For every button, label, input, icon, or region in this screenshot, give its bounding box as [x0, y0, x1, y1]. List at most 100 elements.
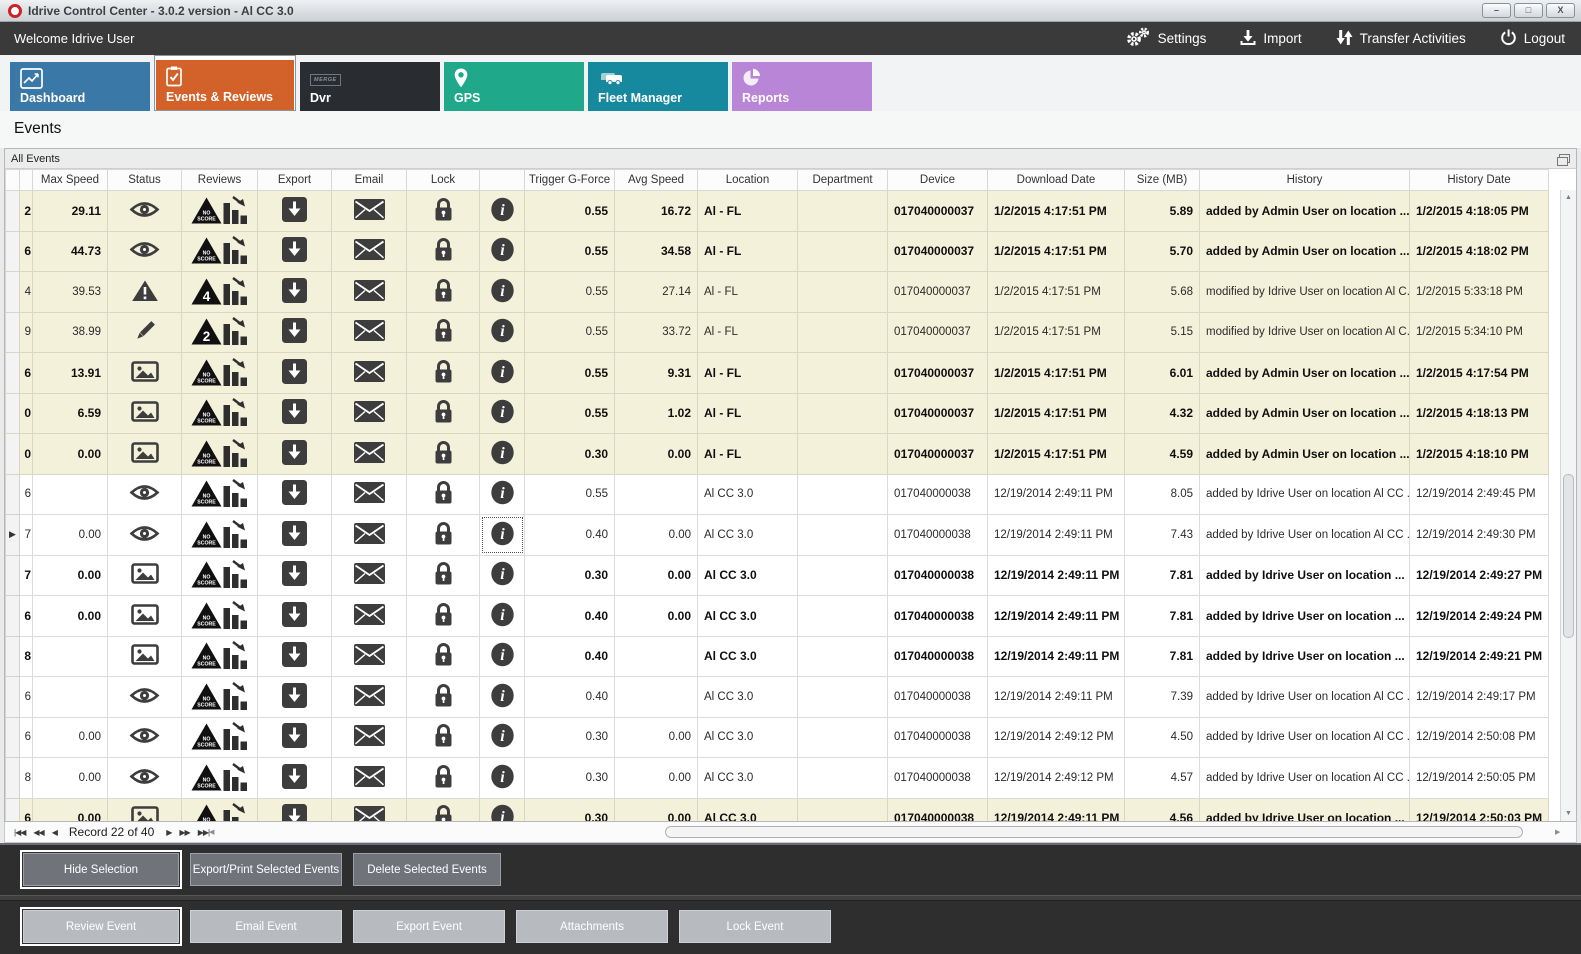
- export-event-cell[interactable]: [257, 797, 332, 821]
- col-email[interactable]: Email: [331, 169, 407, 191]
- lock-event-cell[interactable]: [406, 554, 480, 596]
- col-department[interactable]: Department: [797, 169, 888, 191]
- lock-event-cell[interactable]: [406, 311, 480, 353]
- info-cell[interactable]: i: [479, 352, 525, 394]
- event-row[interactable]: ▶ 7 0.00 NO SCORE i 0.40 0.00 Al CC 3.0 017040000…: [5, 514, 1549, 556]
- lock-event-cell[interactable]: [406, 271, 480, 313]
- col-history[interactable]: History: [1199, 169, 1410, 191]
- attachments-button[interactable]: Attachments: [516, 910, 668, 943]
- vertical-scroll-thumb[interactable]: [1563, 473, 1574, 638]
- lock-event-cell[interactable]: [406, 757, 480, 799]
- event-row[interactable]: 9 38.99 2 i 0.55 33.72 Al - FL 017040000037 1/2/…: [5, 311, 1549, 353]
- review-score-cell[interactable]: 4: [181, 271, 258, 313]
- col-size-mb[interactable]: Size (MB): [1124, 169, 1200, 191]
- lock-event-cell[interactable]: [406, 595, 480, 637]
- export-event-cell[interactable]: [257, 757, 332, 799]
- email-event-cell[interactable]: [331, 716, 407, 758]
- event-row[interactable]: 6 NO SCORE i 0.40 Al CC 3.0 017040000038 12/19/…: [5, 676, 1549, 718]
- export-event-cell[interactable]: [257, 311, 332, 353]
- close-button[interactable]: X: [1546, 3, 1575, 18]
- event-row[interactable]: 8 NO SCORE i 0.40 Al CC 3.0 017040000038 12/19/…: [5, 635, 1549, 677]
- export-event-cell[interactable]: [257, 271, 332, 313]
- email-event-cell[interactable]: [331, 554, 407, 596]
- event-row[interactable]: 6 44.73 NO SCORE i 0.55 34.58 Al - FL 0170400000…: [5, 230, 1549, 272]
- event-row[interactable]: 4 39.53 4 i 0.55 27.14 Al - FL 017040000037 1/2/…: [5, 271, 1549, 313]
- scroll-left-icon[interactable]: ◀: [209, 829, 215, 836]
- scroll-up-icon[interactable]: ▲: [1565, 194, 1572, 201]
- last-record-button[interactable]: ▶▶|: [197, 827, 210, 837]
- export-event-cell[interactable]: [257, 230, 332, 272]
- import-button[interactable]: Import: [1240, 29, 1302, 49]
- email-event-cell[interactable]: [331, 595, 407, 637]
- col-trigger-g-force[interactable]: Trigger G-Force: [524, 169, 615, 191]
- col-location[interactable]: Location: [697, 169, 798, 191]
- col-device[interactable]: Device: [887, 169, 988, 191]
- info-cell[interactable]: i: [479, 311, 525, 353]
- info-cell[interactable]: i: [479, 797, 525, 821]
- export-event-cell[interactable]: [257, 514, 332, 556]
- export-event-cell[interactable]: [257, 473, 332, 515]
- info-cell[interactable]: i: [479, 554, 525, 596]
- col-history-date[interactable]: History Date: [1409, 169, 1549, 191]
- export-event-cell[interactable]: [257, 595, 332, 637]
- email-event-button[interactable]: Email Event: [190, 910, 342, 943]
- info-cell[interactable]: i: [479, 473, 525, 515]
- export-event-cell[interactable]: [257, 392, 332, 434]
- export-event-cell[interactable]: [257, 190, 332, 232]
- logout-button[interactable]: Logout: [1500, 29, 1565, 49]
- export-event-cell[interactable]: [257, 352, 332, 394]
- col-status[interactable]: Status: [107, 169, 182, 191]
- prev-page-button[interactable]: ◀◀: [33, 827, 44, 837]
- export-print-selected-events-button[interactable]: Export/Print Selected Events: [190, 853, 342, 886]
- lock-event-cell[interactable]: [406, 352, 480, 394]
- col-info[interactable]: [479, 169, 525, 191]
- info-cell[interactable]: i: [479, 757, 525, 799]
- email-event-cell[interactable]: [331, 392, 407, 434]
- horizontal-scroll-thumb[interactable]: [665, 826, 1523, 838]
- info-cell[interactable]: i: [479, 433, 525, 475]
- info-cell[interactable]: i: [479, 635, 525, 677]
- tab-events-reviews[interactable]: Events & Reviews: [156, 60, 294, 110]
- review-score-cell[interactable]: 2: [181, 311, 258, 353]
- event-row[interactable]: 6 0.00 NO SCORE i 0.40 0.00 Al CC 3.0 0170400000…: [5, 595, 1549, 637]
- email-event-cell[interactable]: [331, 311, 407, 353]
- export-event-cell[interactable]: [257, 676, 332, 718]
- lock-event-cell[interactable]: [406, 392, 480, 434]
- email-event-cell[interactable]: [331, 635, 407, 677]
- next-record-button[interactable]: ▶: [166, 827, 172, 837]
- lock-event-button[interactable]: Lock Event: [679, 910, 831, 943]
- review-event-button[interactable]: Review Event: [20, 907, 182, 946]
- export-event-button[interactable]: Export Event: [353, 910, 505, 943]
- export-event-cell[interactable]: [257, 635, 332, 677]
- lock-event-cell[interactable]: [406, 635, 480, 677]
- minimize-button[interactable]: –: [1482, 3, 1511, 18]
- export-event-cell[interactable]: [257, 554, 332, 596]
- scroll-down-icon[interactable]: ▼: [1565, 810, 1572, 817]
- email-event-cell[interactable]: [331, 514, 407, 556]
- email-event-cell[interactable]: [331, 230, 407, 272]
- lock-event-cell[interactable]: [406, 716, 480, 758]
- tab-reports[interactable]: Reports: [732, 62, 872, 111]
- event-row[interactable]: 0 6.59 NO SCORE i 0.55 1.02 Al - FL 017040000037…: [5, 392, 1549, 434]
- tab-dashboard[interactable]: Dashboard: [10, 62, 150, 111]
- info-cell[interactable]: i: [479, 190, 525, 232]
- col-max-speed[interactable]: Max Speed: [32, 169, 108, 191]
- info-cell[interactable]: i: [479, 716, 525, 758]
- info-cell[interactable]: i: [479, 514, 525, 556]
- transfer-activities-button[interactable]: Transfer Activities: [1336, 29, 1466, 49]
- next-page-button[interactable]: ▶▶: [179, 827, 190, 837]
- vertical-scrollbar[interactable]: ▲ ▼: [1560, 190, 1576, 821]
